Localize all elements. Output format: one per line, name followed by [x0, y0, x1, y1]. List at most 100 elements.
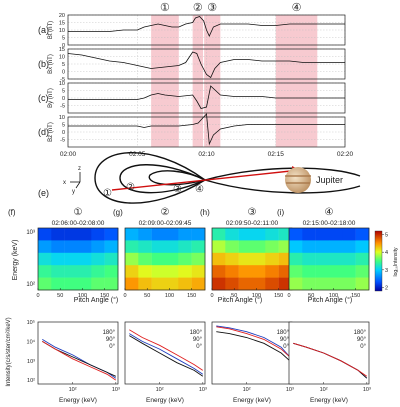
- ytick-label-0: -5: [60, 77, 65, 83]
- spectrogram-cell: [91, 228, 105, 241]
- ytick-label-0: 0: [62, 43, 65, 49]
- spectrogram-frame: [288, 227, 370, 291]
- spectrogram-ylabel: Energy (keV): [12, 240, 19, 281]
- jupiter-band-1: [285, 175, 311, 177]
- spectrogram-cell: [252, 265, 266, 278]
- spectrogram-cell: [64, 277, 79, 291]
- spectrogram-title: 02:09:00-02:09:45: [139, 220, 192, 227]
- series-line: [68, 16, 345, 37]
- interval-marker-4: ④: [292, 2, 302, 14]
- schematic-panel: (e) z x y ① ② ③ ④ Jupiter: [38, 152, 361, 204]
- spectrum-line-0deg: [216, 326, 291, 358]
- xtick-label-0: 10²: [243, 387, 251, 393]
- spectrogram-cell: [289, 265, 303, 278]
- legend-entry-0: 180°: [103, 330, 116, 336]
- spectrogram-cell: [165, 228, 179, 241]
- legend-entry-1: 90°: [193, 337, 203, 343]
- spectrogram-cell: [212, 228, 226, 241]
- spectrogram-cell: [64, 228, 79, 241]
- spectrogram-cell: [191, 277, 206, 291]
- spectrogram-cell: [225, 228, 239, 241]
- spectra-panel-1: 180°90°0° 10² 10³ Energy (keV) 10⁵ 10⁴ 10³ 10²: [27, 319, 120, 404]
- spectrum-line-90deg: [216, 331, 291, 362]
- spectrogram-cell: [302, 228, 316, 241]
- legend-entry-2: 0°: [360, 344, 366, 350]
- colorbar-tick-label-2: 4: [385, 250, 388, 256]
- spectrogram-cell: [212, 265, 226, 278]
- series-line: [68, 85, 345, 109]
- spectrogram-cell: [238, 240, 253, 254]
- ylabel: By (nT): [48, 88, 54, 108]
- spectrogram-cell: [265, 228, 279, 241]
- ytick-label-1: 0: [62, 96, 65, 102]
- spectrogram-cell: [225, 252, 239, 266]
- ytick-label-2: 5: [62, 62, 65, 68]
- spectrogram-cell: [91, 252, 105, 266]
- interval-marker-2: ②: [193, 2, 203, 14]
- panel-label: (h): [200, 208, 210, 217]
- spectrogram-cell: [125, 252, 139, 266]
- xtick-label-0: 0: [287, 293, 290, 299]
- panel-label: (d): [38, 127, 49, 137]
- spectrogram-cell: [104, 265, 119, 278]
- spectrogram-f: 02:06:00-02:08:00 ① (f) 0 50 100 150 10³ 10²: [8, 207, 119, 299]
- spectrogram-cell: [342, 228, 356, 241]
- xtick-label-2: 100: [252, 293, 261, 299]
- spectrum-line-180deg: [129, 333, 204, 375]
- spectrogram-cell: [178, 228, 192, 241]
- colorbar-label: log₁₀Intensity: [393, 247, 399, 277]
- spectrogram-cell: [238, 228, 253, 241]
- jupiter-label: Jupiter: [316, 175, 343, 185]
- spectrogram-cell: [342, 252, 356, 266]
- spectrogram-frame: [37, 227, 119, 291]
- colorbar-tick-label-1: 3: [385, 268, 388, 274]
- interval-marker-3: ③: [207, 2, 217, 14]
- panel-label: (c): [38, 93, 49, 103]
- ytick-label-2: 5: [62, 89, 65, 95]
- spectrogram-cell: [225, 265, 239, 278]
- spectrogram-cell: [151, 277, 166, 291]
- spectrogram-cell: [104, 240, 119, 254]
- time-tick-label-2: 02:10: [198, 151, 215, 158]
- xtick-label-3: 150: [351, 293, 360, 299]
- ytick-label-1: 5: [62, 36, 65, 42]
- schematic-marker-1: ①: [103, 188, 112, 199]
- spectra-panel-3: 180°90°0° 10² 10³ Energy (keV): [211, 321, 294, 404]
- spectrogram-xlabel-1: Pitch Angle (°): [74, 296, 118, 304]
- panel-frame: [67, 48, 346, 80]
- spectrogram-cell: [225, 240, 239, 254]
- time-axis: 02:00 02:05 02:10 02:15 02:20: [60, 151, 354, 158]
- spectrogram-cell: [78, 240, 92, 254]
- spectrogram-cell: [38, 252, 52, 266]
- spectrogram-cell: [64, 240, 79, 254]
- schematic-marker-2: ②: [126, 182, 135, 193]
- ytick-label-0: 10⁵: [27, 319, 35, 326]
- spectrogram-cell: [302, 240, 316, 254]
- spectrogram-cell: [265, 277, 279, 291]
- spectrogram-cell: [125, 240, 139, 254]
- panel-frame: [67, 14, 346, 46]
- legend-entry-1: 90°: [280, 337, 290, 343]
- spectrogram-cell: [38, 228, 52, 241]
- colorbar-tick-label-3: 5: [385, 233, 388, 239]
- time-tick-label-0: 02:00: [60, 151, 77, 158]
- ytick-label-3: 15: [59, 21, 65, 27]
- spectrogram-cell: [125, 277, 139, 291]
- spectrogram-cell: [252, 240, 266, 254]
- colorbar-tick-label-0: 2: [385, 285, 388, 291]
- ylabel: Bz (nT): [48, 122, 54, 142]
- spectrogram-cell: [238, 265, 253, 278]
- spectrogram-cell: [91, 265, 105, 278]
- axis-label-y: y: [72, 189, 75, 195]
- panel-label-e: (e): [38, 188, 49, 198]
- spectra-frame: [288, 321, 370, 385]
- spectrogram-marker: ①: [74, 207, 83, 218]
- panel-label: (b): [38, 59, 49, 69]
- panel-b: -50 510 15 (b) Bx (nT): [38, 47, 346, 83]
